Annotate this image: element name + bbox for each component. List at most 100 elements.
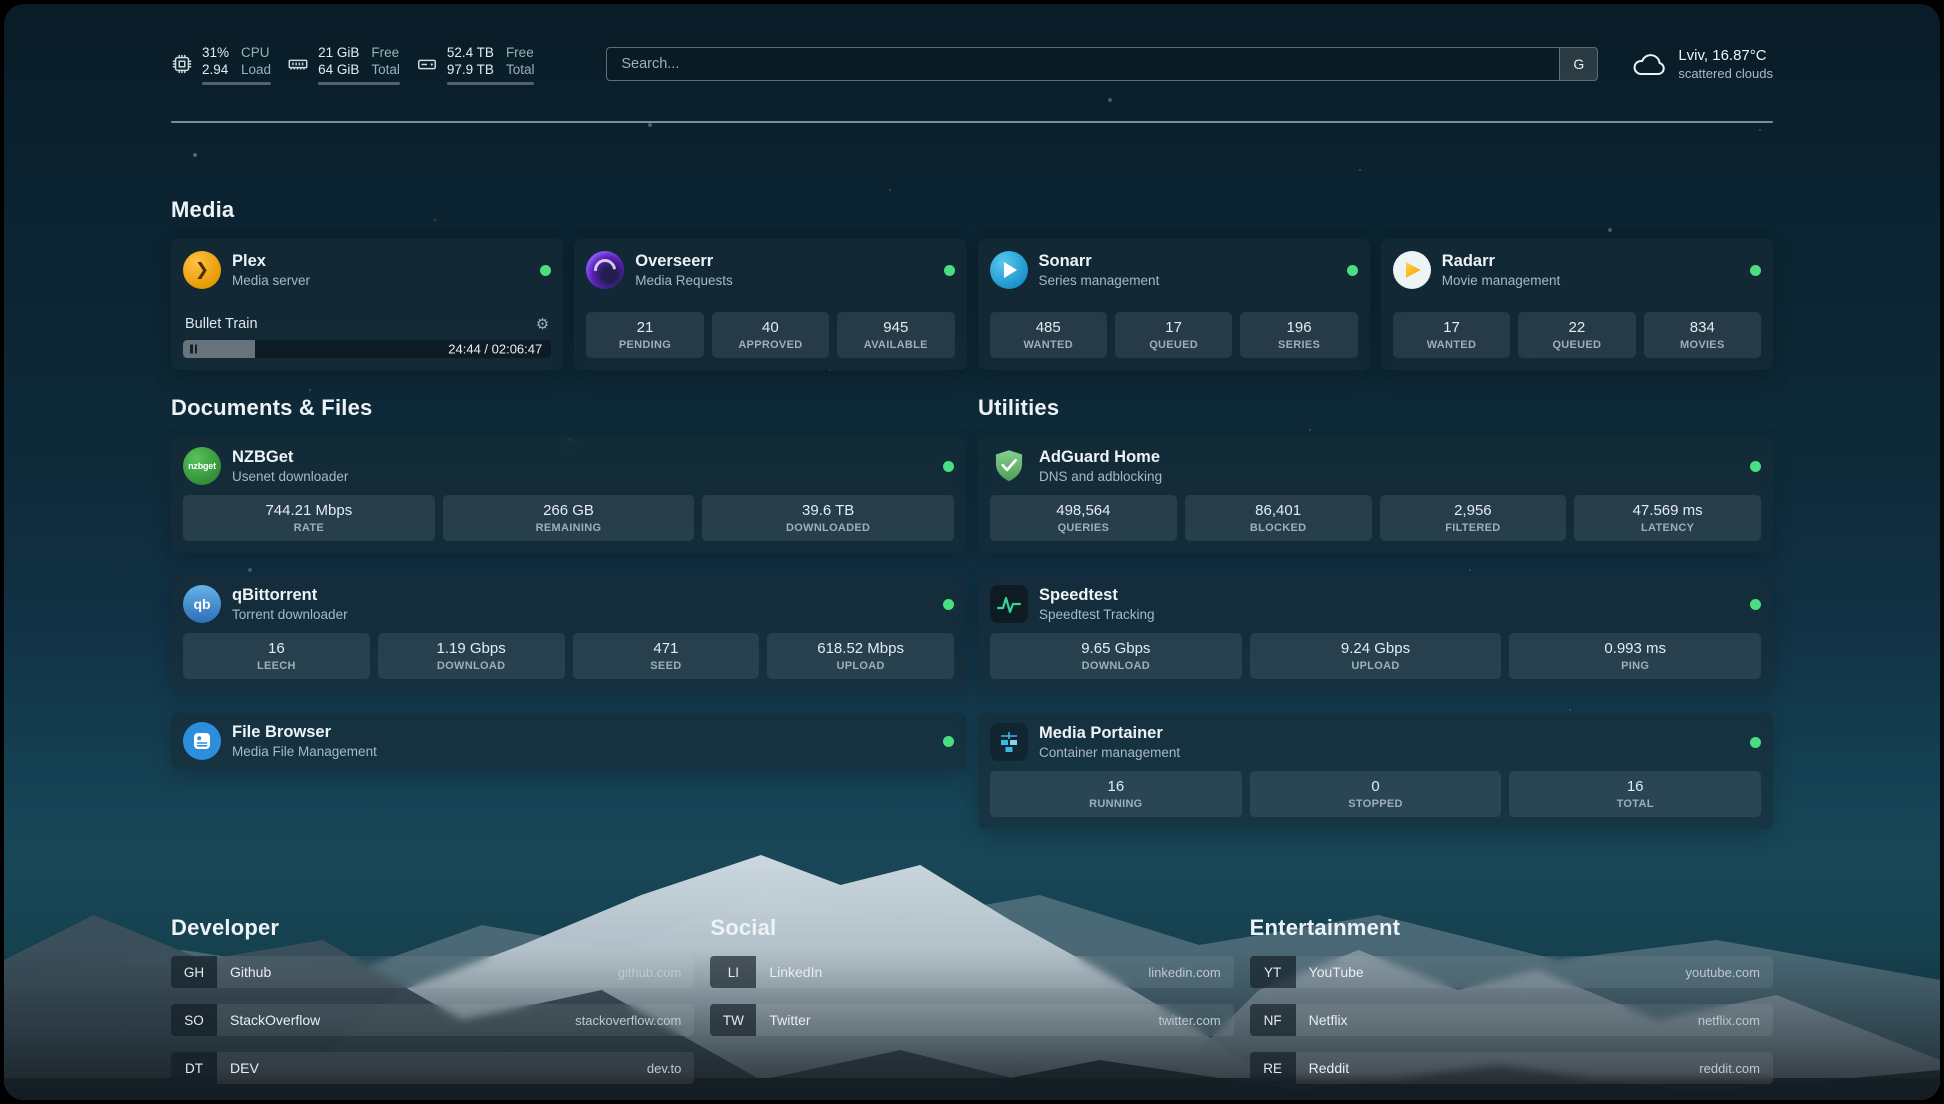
search-input[interactable] bbox=[607, 48, 1560, 80]
service-card-plex[interactable]: Plex Media server Bullet Train 24:44 / 0… bbox=[171, 239, 564, 370]
bookmarks-entertainment: Entertainment YT YouTube youtube.com NF … bbox=[1249, 915, 1773, 1100]
bookmark-netflix[interactable]: NF Netflix netflix.com bbox=[1249, 1004, 1773, 1036]
stat-label: DOWNLOAD bbox=[1081, 659, 1151, 672]
bookmark-stackoverflow[interactable]: SO StackOverflow stackoverflow.com bbox=[171, 1004, 695, 1036]
stat-value: 1.19 Gbps bbox=[436, 639, 506, 657]
stat-ping: 0.993 ms PING bbox=[1509, 633, 1762, 679]
bookmark-youtube[interactable]: YT YouTube youtube.com bbox=[1249, 956, 1773, 988]
service-title: Plex bbox=[232, 252, 266, 270]
weather-widget: Lviv, 16.87°C scattered clouds bbox=[1632, 46, 1773, 82]
stat-filtered: 2,956 FILTERED bbox=[1379, 495, 1567, 541]
bookmark-url: stackoverflow.com bbox=[575, 1012, 682, 1028]
stat-download: 1.19 Gbps DOWNLOAD bbox=[377, 633, 565, 679]
weather-condition: scattered clouds bbox=[1678, 66, 1773, 81]
resource-widgets: 31% 2.94 CPU Load bbox=[171, 44, 535, 85]
stat-label: UPLOAD bbox=[836, 659, 885, 672]
bookmark-name: Github bbox=[230, 964, 272, 980]
memory-free: 21 GiB bbox=[318, 44, 360, 60]
service-card-speedtest[interactable]: Speedtest Speedtest Tracking 9.65 Gbps D… bbox=[978, 575, 1773, 691]
stat-downloaded: 39.6 TB DOWNLOADED bbox=[702, 495, 955, 541]
adguard-icon bbox=[990, 447, 1028, 485]
stat-value: 40 bbox=[762, 318, 779, 336]
bookmark-name: Reddit bbox=[1308, 1060, 1350, 1076]
status-dot bbox=[943, 460, 954, 472]
topbar: 31% 2.94 CPU Load bbox=[171, 34, 1773, 94]
bookmark-dev[interactable]: DT DEV dev.to bbox=[171, 1052, 695, 1084]
stat-value: 2,956 bbox=[1454, 501, 1492, 519]
service-card-portainer[interactable]: Media Portainer Container management 16 … bbox=[978, 713, 1773, 829]
stat-pending: 21 PENDING bbox=[586, 312, 704, 358]
stat-value: 485 bbox=[1035, 318, 1061, 336]
netflix-icon: NF bbox=[1249, 1004, 1296, 1036]
section-title-utilities: Utilities bbox=[978, 395, 1060, 420]
disk-widget: 52.4 TB 97.9 TB Free Total bbox=[416, 44, 535, 85]
pause-icon[interactable] bbox=[190, 344, 197, 354]
service-card-overseerr[interactable]: Overseerr Media Requests 21 PENDING 40 A… bbox=[574, 239, 967, 370]
stat-value: 945 bbox=[883, 318, 909, 336]
disk-values: 52.4 TB 97.9 TB bbox=[447, 44, 494, 78]
bookmark-twitter[interactable]: TW Twitter twitter.com bbox=[710, 1004, 1234, 1036]
plex-now-playing: Bullet Train 24:44 / 02:06:47 bbox=[183, 315, 552, 358]
stat-value: 16 bbox=[1107, 777, 1125, 795]
stat-label: LEECH bbox=[256, 659, 296, 672]
dashboard-content: 31% 2.94 CPU Load bbox=[4, 4, 1940, 1100]
playback-progress-bar: 24:44 / 02:06:47 bbox=[183, 340, 552, 358]
settings-gear-icon[interactable] bbox=[536, 315, 549, 333]
cpu-widget: 31% 2.94 CPU Load bbox=[171, 44, 272, 85]
cpu-usage-bar bbox=[202, 81, 272, 85]
playback-time: 24:44 / 02:06:47 bbox=[448, 341, 543, 357]
nzbget-icon-label: nzbget bbox=[188, 461, 216, 471]
stat-movies: 834 MOVIES bbox=[1643, 312, 1762, 358]
stat-leech: 16 LEECH bbox=[183, 633, 370, 679]
stat-label: QUEUED bbox=[1149, 338, 1199, 351]
service-card-sonarr[interactable]: Sonarr Series management 485 WANTED 17 Q… bbox=[977, 239, 1370, 370]
service-subtitle: DNS and adblocking bbox=[1039, 469, 1163, 484]
bookmark-name: Netflix bbox=[1308, 1012, 1348, 1028]
bookmark-url: reddit.com bbox=[1699, 1060, 1760, 1076]
status-dot bbox=[1750, 460, 1761, 472]
service-card-filebrowser[interactable]: File Browser Media File Management bbox=[171, 713, 966, 769]
qbittorrent-icon: qb bbox=[183, 585, 221, 623]
stat-value: 266 GB bbox=[543, 501, 594, 519]
service-title: File Browser bbox=[232, 723, 332, 741]
bookmark-github[interactable]: GH Github github.com bbox=[171, 956, 695, 988]
service-card-nzbget[interactable]: nzbget NZBGet Usenet downloader 744.21 M… bbox=[171, 437, 966, 553]
search-provider-button[interactable]: G bbox=[1559, 48, 1598, 80]
stat-label: QUERIES bbox=[1057, 521, 1110, 534]
service-card-adguard[interactable]: AdGuard Home DNS and adblocking 498,564 … bbox=[978, 437, 1773, 553]
search-bar: G bbox=[606, 47, 1599, 81]
now-playing-title: Bullet Train bbox=[185, 316, 258, 332]
service-title: NZBGet bbox=[232, 448, 294, 466]
cpu-loadavg: 2.94 bbox=[202, 61, 229, 77]
bookmark-reddit[interactable]: RE Reddit reddit.com bbox=[1249, 1052, 1773, 1084]
stat-download: 9.65 Gbps DOWNLOAD bbox=[990, 633, 1242, 679]
cpu-label-2: Load bbox=[241, 61, 272, 77]
stat-value: 16 bbox=[1626, 777, 1644, 795]
cpu-values: 31% 2.94 bbox=[202, 44, 229, 78]
qbittorrent-icon-label: qb bbox=[193, 596, 211, 612]
filebrowser-icon bbox=[183, 722, 221, 760]
service-title: Speedtest bbox=[1039, 586, 1118, 604]
disk-icon bbox=[417, 59, 436, 70]
memory-values: 21 GiB 64 GiB bbox=[318, 44, 359, 78]
service-title: Overseerr bbox=[635, 252, 714, 270]
stat-value: 9.24 Gbps bbox=[1340, 639, 1411, 657]
stat-label: APPROVED bbox=[738, 338, 803, 351]
service-card-radarr[interactable]: Radarr Movie management 17 WANTED 22 QUE… bbox=[1380, 239, 1773, 370]
service-subtitle: Container management bbox=[1039, 745, 1181, 760]
twitter-icon: TW bbox=[710, 1004, 757, 1036]
stat-rate: 744.21 Mbps RATE bbox=[183, 495, 435, 541]
dev-icon: DT bbox=[171, 1052, 217, 1084]
disk-free: 52.4 TB bbox=[446, 44, 494, 60]
stat-value: 0.993 ms bbox=[1604, 639, 1667, 657]
bookmark-url: twitter.com bbox=[1158, 1012, 1221, 1028]
service-card-qbittorrent[interactable]: qb qBittorrent Torrent downloader 16 LEE… bbox=[171, 575, 966, 691]
stat-value: 21 bbox=[636, 318, 654, 336]
bookmark-linkedin[interactable]: LI LinkedIn linkedin.com bbox=[710, 956, 1234, 988]
section-title-documents: Documents & Files bbox=[171, 395, 373, 420]
bookmark-name: LinkedIn bbox=[769, 964, 823, 980]
github-icon: GH bbox=[171, 956, 217, 988]
stat-value: 196 bbox=[1286, 318, 1312, 336]
status-dot bbox=[1750, 264, 1761, 276]
stat-blocked: 86,401 BLOCKED bbox=[1184, 495, 1372, 541]
